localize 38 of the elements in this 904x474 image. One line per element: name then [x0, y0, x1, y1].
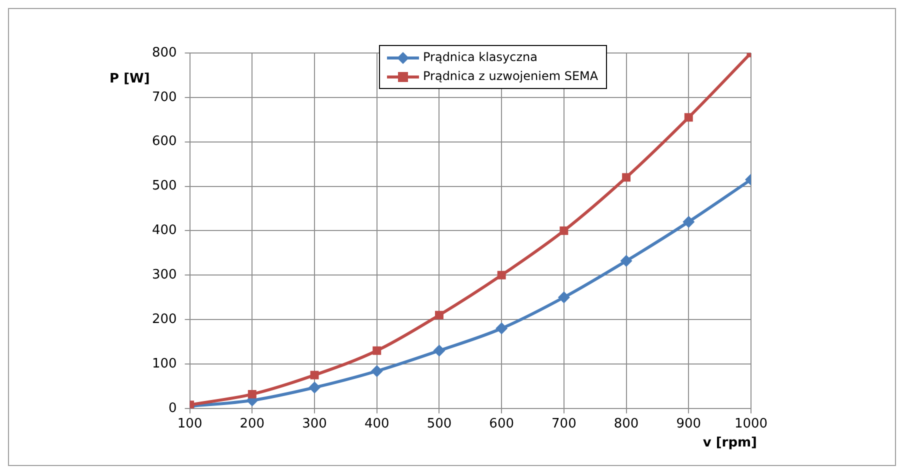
x-tick-label: 300 [302, 416, 327, 432]
y-tick-label: 700 [152, 90, 177, 105]
x-tick-label: 1000 [734, 416, 768, 432]
point [372, 346, 382, 355]
y-tick-label: 200 [152, 312, 177, 327]
x-tick-label: 900 [676, 416, 702, 432]
x-tick-label: 500 [426, 416, 452, 432]
point [620, 254, 632, 267]
x-tick-label: 200 [240, 416, 265, 432]
x-tick-label: 100 [177, 416, 202, 432]
x-tick-label: 400 [364, 416, 390, 432]
legend-label: Prądnica klasyczna [423, 49, 538, 66]
point [248, 390, 256, 398]
point [496, 322, 508, 334]
point [622, 173, 631, 182]
x-tick-label: 700 [552, 416, 576, 432]
x-tick-label: 600 [489, 416, 514, 432]
y-tick-label: 0 [168, 400, 177, 416]
point [560, 226, 568, 235]
y-tick-label: 100 [152, 356, 177, 372]
legend-label: Prądnica z uzwojeniem SEMA [423, 68, 598, 85]
point [370, 365, 383, 378]
point [684, 113, 693, 122]
point [497, 270, 506, 280]
point [682, 216, 695, 228]
point [434, 310, 444, 320]
point [558, 291, 570, 304]
point [310, 370, 319, 380]
y-tick-label: 600 [152, 134, 177, 150]
x-tick-label: 800 [614, 416, 639, 432]
y-tick-label: 300 [152, 268, 177, 282]
y-tick-label: 400 [152, 223, 177, 238]
y-axis-title: P [W] [110, 71, 150, 86]
y-tick-label: 800 [152, 45, 177, 60]
point [308, 382, 321, 394]
y-tick-label: 500 [152, 178, 177, 194]
x-axis-title: v [rpm] [702, 435, 757, 450]
point [433, 344, 446, 357]
